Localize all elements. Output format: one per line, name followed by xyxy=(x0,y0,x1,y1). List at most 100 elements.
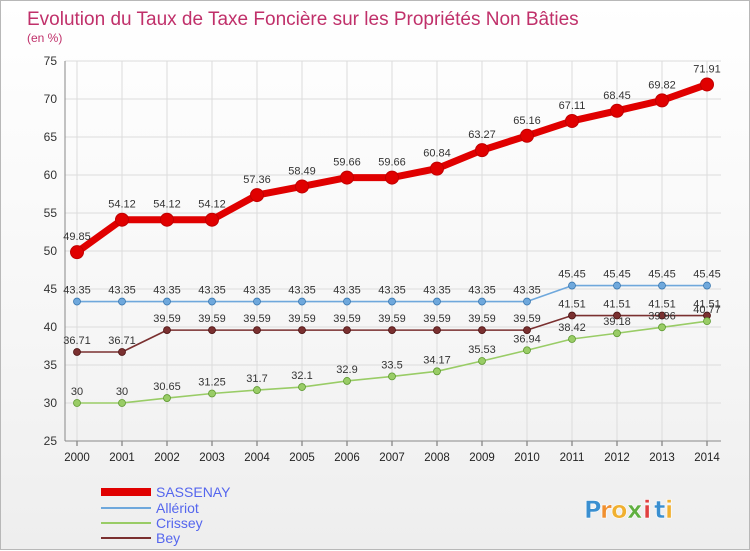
data-point-sassenay xyxy=(475,143,489,158)
data-point-bey xyxy=(73,348,81,356)
data-point-crissey xyxy=(523,346,531,355)
data-label-bey: 39.59 xyxy=(288,313,316,325)
data-label-crissey: 36.94 xyxy=(513,333,541,345)
y-tick-label: 30 xyxy=(44,396,58,410)
data-label-bey: 41.51 xyxy=(648,299,676,311)
data-label-crissey: 30 xyxy=(116,386,128,398)
data-point-sassenay xyxy=(430,161,444,176)
data-label-sassenay: 69.82 xyxy=(648,79,676,91)
data-label-bey: 41.51 xyxy=(558,299,586,311)
data-point-crissey xyxy=(163,394,171,402)
data-point-crissey xyxy=(433,367,441,376)
data-point-crissey xyxy=(478,357,486,365)
data-point-sassenay xyxy=(565,113,579,128)
data-label-bey: 36.71 xyxy=(63,335,91,347)
brand-letter: P xyxy=(584,496,602,524)
data-label-sassenay: 58.49 xyxy=(288,165,316,177)
data-label-allriot: 45.45 xyxy=(648,269,676,281)
y-tick-label: 55 xyxy=(44,206,58,220)
data-label-bey: 36.71 xyxy=(108,335,136,347)
data-labels: 49.85 54.12 54.12 54.12 57.36 58.49 59.66 59.66… xyxy=(63,63,721,398)
data-label-bey: 39.59 xyxy=(513,313,541,325)
data-point-crissey xyxy=(253,386,261,394)
data-point-sassenay xyxy=(250,188,264,203)
grid xyxy=(65,60,721,442)
data-label-bey: 39.59 xyxy=(198,313,226,325)
data-label-sassenay: 49.85 xyxy=(63,231,91,243)
legend-label: Bey xyxy=(156,530,180,546)
y-tick-label: 50 xyxy=(44,244,58,258)
data-label-sassenay: 63.27 xyxy=(468,129,496,141)
data-point-crissey xyxy=(208,389,216,398)
data-label-allriot: 43.35 xyxy=(198,285,226,297)
x-tick-label: 2011 xyxy=(560,452,585,464)
chart-subtitle: (en %) xyxy=(27,31,62,45)
data-label-allriot: 45.45 xyxy=(603,269,631,281)
x-tick-label: 2003 xyxy=(199,452,225,464)
data-label-allriot: 43.35 xyxy=(333,285,361,297)
data-point-bey xyxy=(523,326,531,335)
data-label-allriot: 43.35 xyxy=(153,285,181,297)
data-point-crissey xyxy=(343,377,351,385)
data-point-bey xyxy=(568,311,576,320)
data-label-crissey: 30.65 xyxy=(153,381,181,393)
data-point-bey xyxy=(298,326,306,335)
data-label-crissey: 39.18 xyxy=(603,316,631,328)
data-point-allriot xyxy=(478,297,486,306)
brand-letter: r xyxy=(600,496,612,524)
data-label-sassenay: 71.91 xyxy=(693,63,721,75)
x-tick-label: 2009 xyxy=(469,452,495,464)
data-label-crissey: 39.96 xyxy=(648,310,676,322)
data-label-sassenay: 59.66 xyxy=(378,157,406,169)
data-label-allriot: 43.35 xyxy=(243,285,271,297)
data-point-sassenay xyxy=(655,93,669,108)
x-tick-label: 2012 xyxy=(604,452,630,464)
data-point-allriot xyxy=(118,297,126,306)
brand-logo: Pr o x i t i xyxy=(584,496,674,525)
data-label-crissey: 40.77 xyxy=(693,304,721,316)
data-point-sassenay xyxy=(205,212,219,227)
data-label-allriot: 45.45 xyxy=(693,269,721,281)
data-point-allriot xyxy=(568,281,576,290)
legend-label: Crissey xyxy=(156,515,203,531)
data-label-crissey: 30 xyxy=(71,386,83,398)
data-point-sassenay xyxy=(295,179,309,194)
data-point-bey xyxy=(613,311,621,320)
x-tick-label: 2004 xyxy=(244,452,270,464)
data-point-sassenay xyxy=(70,245,84,260)
data-point-bey xyxy=(388,326,396,335)
data-point-crissey xyxy=(118,399,126,407)
brand-letter: x xyxy=(627,496,643,524)
data-point-crissey xyxy=(568,335,576,343)
x-tick-label: 2010 xyxy=(514,452,540,464)
x-tick-label: 2013 xyxy=(649,452,675,464)
data-point-sassenay xyxy=(610,103,624,118)
data-label-allriot: 43.35 xyxy=(378,285,406,297)
data-point-allriot xyxy=(343,297,351,306)
data-label-sassenay: 60.84 xyxy=(423,148,451,160)
series-lines xyxy=(70,77,714,407)
data-point-allriot xyxy=(613,281,621,290)
data-label-crissey: 38.42 xyxy=(558,322,586,334)
data-label-allriot: 43.35 xyxy=(513,285,541,297)
data-point-crissey xyxy=(613,329,621,338)
y-tick-label: 45 xyxy=(44,282,58,296)
data-point-sassenay xyxy=(700,77,714,92)
data-point-allriot xyxy=(388,297,396,306)
data-label-crissey: 31.7 xyxy=(246,373,267,385)
data-label-bey: 39.59 xyxy=(378,313,406,325)
data-label-bey: 39.59 xyxy=(468,313,496,325)
x-tick-label: 2014 xyxy=(694,452,720,464)
data-point-bey xyxy=(478,326,486,335)
data-label-allriot: 43.35 xyxy=(468,285,496,297)
data-label-allriot: 43.35 xyxy=(108,285,136,297)
data-point-bey xyxy=(253,326,261,335)
brand-letter: t xyxy=(654,496,665,524)
data-point-allriot xyxy=(703,281,711,290)
x-tick-label: 2002 xyxy=(154,452,180,464)
data-label-bey: 39.59 xyxy=(153,313,181,325)
data-point-crissey xyxy=(658,323,666,332)
